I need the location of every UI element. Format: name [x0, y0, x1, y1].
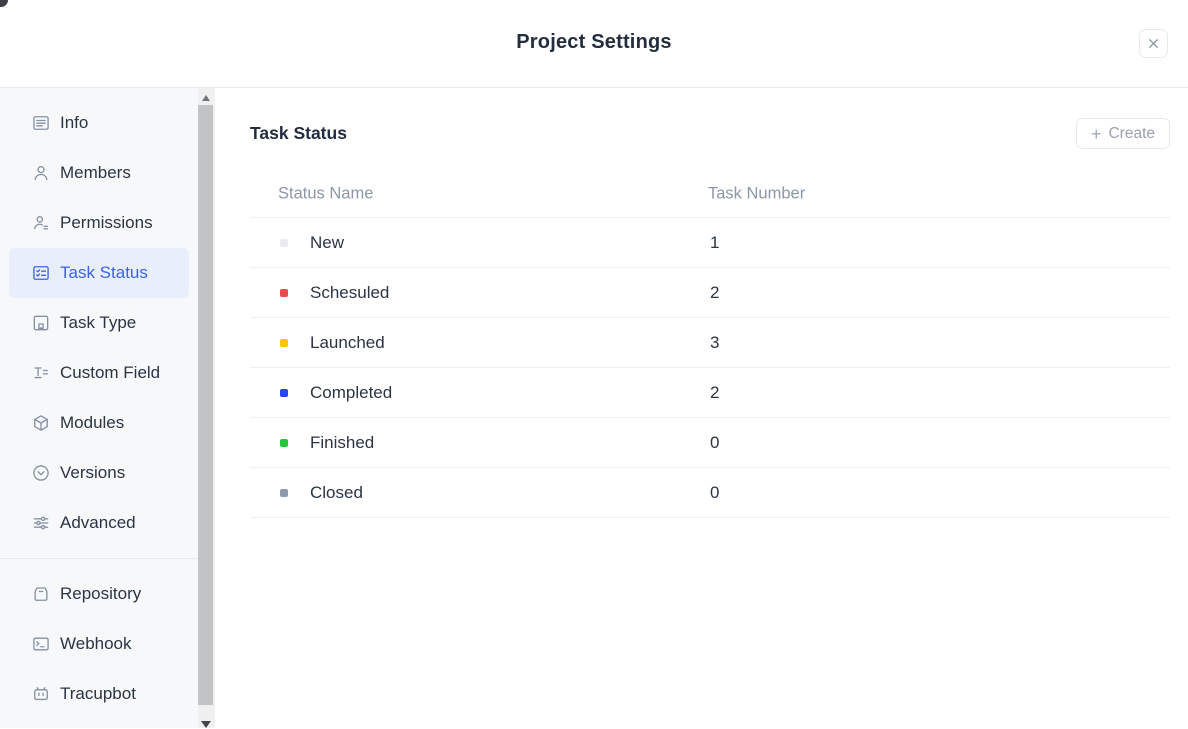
webhook-icon — [31, 634, 51, 654]
scroll-down-arrow-icon[interactable] — [201, 721, 211, 728]
advanced-icon — [31, 513, 51, 533]
status-color-dot — [280, 239, 288, 247]
table-row: New 1 — [250, 218, 1170, 268]
sidebar-divider — [0, 558, 198, 559]
sidebar-item-repository[interactable]: Repository — [9, 569, 189, 619]
members-icon — [31, 163, 51, 183]
status-name: Schesuled — [310, 282, 390, 302]
task-number: 2 — [710, 382, 720, 402]
main-panel: Task Status + Create Status Name Task Nu… — [215, 88, 1188, 728]
sidebar-item-task-type[interactable]: Task Type — [9, 298, 189, 348]
sidebar-item-permissions[interactable]: Permissions — [9, 198, 189, 248]
sidebar-item-custom-field[interactable]: Custom Field — [9, 348, 189, 398]
scroll-up-arrow-icon[interactable] — [202, 95, 210, 101]
table-row: Completed 2 — [250, 368, 1170, 418]
status-color-dot — [280, 439, 288, 447]
modules-icon — [31, 413, 51, 433]
tracupbot-icon — [31, 684, 51, 704]
create-button-label: Create — [1108, 124, 1155, 142]
sidebar-item-members[interactable]: Members — [9, 148, 189, 198]
sidebar-item-advanced[interactable]: Advanced — [9, 498, 189, 548]
task-number: 0 — [710, 482, 720, 502]
versions-icon — [31, 463, 51, 483]
task-type-icon — [31, 313, 51, 333]
sidebar-item-webhook[interactable]: Webhook — [9, 619, 189, 669]
status-color-dot — [280, 489, 288, 497]
task-number: 2 — [710, 282, 720, 302]
sidebar-item-task-status[interactable]: Task Status — [9, 248, 189, 298]
status-color-dot — [280, 339, 288, 347]
sidebar-item-modules[interactable]: Modules — [9, 398, 189, 448]
custom-field-icon — [31, 363, 51, 383]
info-icon — [31, 113, 51, 133]
plus-icon: + — [1090, 123, 1102, 144]
status-name: Completed — [310, 382, 393, 402]
column-header-status-name: Status Name — [278, 184, 374, 202]
close-icon — [1146, 36, 1161, 51]
task-number: 0 — [710, 432, 720, 452]
status-name: New — [310, 232, 345, 252]
status-name: Launched — [310, 332, 385, 352]
status-color-dot — [280, 289, 288, 297]
repository-icon — [31, 584, 51, 604]
sidebar-item-versions[interactable]: Versions — [9, 448, 189, 498]
dialog-titlebar: Project Settings — [0, 0, 1188, 88]
scrollbar-thumb[interactable] — [198, 105, 213, 705]
create-button[interactable]: + Create — [1075, 118, 1170, 149]
status-table-header: Status Name Task Number — [250, 170, 1170, 218]
dialog-title: Project Settings — [516, 31, 672, 53]
status-color-dot — [280, 389, 288, 397]
table-row: Closed 0 — [250, 468, 1170, 518]
section-title: Task Status — [250, 123, 347, 143]
table-row: Launched 3 — [250, 318, 1170, 368]
sidebar-item-tracupbot[interactable]: Tracupbot — [9, 669, 189, 719]
status-name: Closed — [310, 482, 363, 502]
task-number: 3 — [710, 332, 720, 352]
sidebar-scrollbar[interactable] — [198, 88, 215, 728]
sidebar-nav: Info Members Permissions Task Status Tas… — [0, 88, 198, 728]
task-number: 1 — [710, 232, 720, 252]
table-row: Finished 0 — [250, 418, 1170, 468]
status-table: Status Name Task Number New 1 Schesuled … — [250, 170, 1170, 518]
permissions-icon — [31, 213, 51, 233]
status-name: Finished — [310, 432, 375, 452]
status-table-body: New 1 Schesuled 2 Launched 3 Completed 2… — [250, 218, 1170, 518]
sidebar-item-info[interactable]: Info — [9, 98, 189, 148]
column-header-task-number: Task Number — [708, 184, 806, 202]
close-button[interactable] — [1139, 29, 1168, 58]
table-row: Schesuled 2 — [250, 268, 1170, 318]
task-status-icon — [31, 263, 51, 283]
corner-artifact — [0, 0, 8, 7]
